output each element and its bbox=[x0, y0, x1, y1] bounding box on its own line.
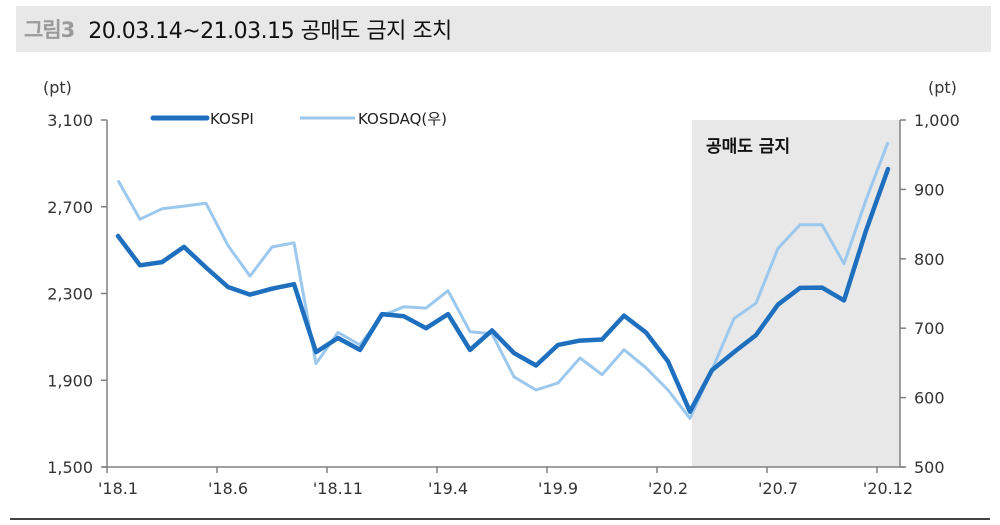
right-tick-label: 600 bbox=[914, 389, 945, 408]
figure-label: 그림3 bbox=[24, 18, 75, 42]
right-tick-label: 500 bbox=[914, 458, 945, 477]
x-tick-label: '18.11 bbox=[313, 479, 363, 498]
left-y-axis: 3,100 2,700 2,300 1,900 1,500 bbox=[47, 111, 108, 477]
x-tick-label: '18.6 bbox=[208, 479, 248, 498]
shaded-region-label: 공매도 금지 bbox=[706, 137, 790, 157]
x-tick-label: '18.1 bbox=[98, 479, 138, 498]
kosdaq-series-line bbox=[116, 141, 890, 420]
figure-title: 20.03.14~21.03.15 공매도 금지 조치 bbox=[88, 19, 452, 44]
bottom-divider bbox=[10, 518, 990, 520]
kospi-series-line bbox=[115, 166, 891, 414]
left-tick-label: 1,900 bbox=[47, 371, 93, 390]
right-y-axis: 1,000 900 800 700 600 500 bbox=[899, 111, 960, 477]
legend-kospi-label: KOSPI bbox=[210, 110, 254, 128]
right-tick-label: 800 bbox=[914, 250, 945, 269]
x-tick-label: '19.4 bbox=[428, 479, 468, 498]
left-tick-label: 3,100 bbox=[47, 111, 93, 130]
right-tick-label: 1,000 bbox=[914, 111, 960, 130]
x-axis: '18.1 '18.6 '18.11 '19.4 '19.9 '20.2 '20.7 '20.… bbox=[98, 466, 913, 498]
x-tick-label: '20.12 bbox=[863, 479, 913, 498]
right-tick-label: 900 bbox=[914, 180, 945, 199]
left-tick-label: 2,700 bbox=[47, 198, 93, 217]
right-axis-unit: (pt) bbox=[928, 78, 957, 97]
right-tick-label: 700 bbox=[914, 319, 945, 338]
left-tick-label: 2,300 bbox=[47, 285, 93, 304]
x-tick-label: '19.9 bbox=[538, 479, 578, 498]
x-tick-label: '20.2 bbox=[648, 479, 688, 498]
left-tick-label: 1,500 bbox=[47, 458, 93, 477]
legend-kosdaq-label: KOSDAQ(우) bbox=[358, 110, 447, 128]
x-tick-label: '20.7 bbox=[758, 479, 798, 498]
figure-title-bar: 그림3 20.03.14~21.03.15 공매도 금지 조치 bbox=[16, 6, 991, 52]
left-axis-unit: (pt) bbox=[43, 78, 72, 97]
legend: KOSPI KOSDAQ(우) bbox=[150, 110, 447, 128]
